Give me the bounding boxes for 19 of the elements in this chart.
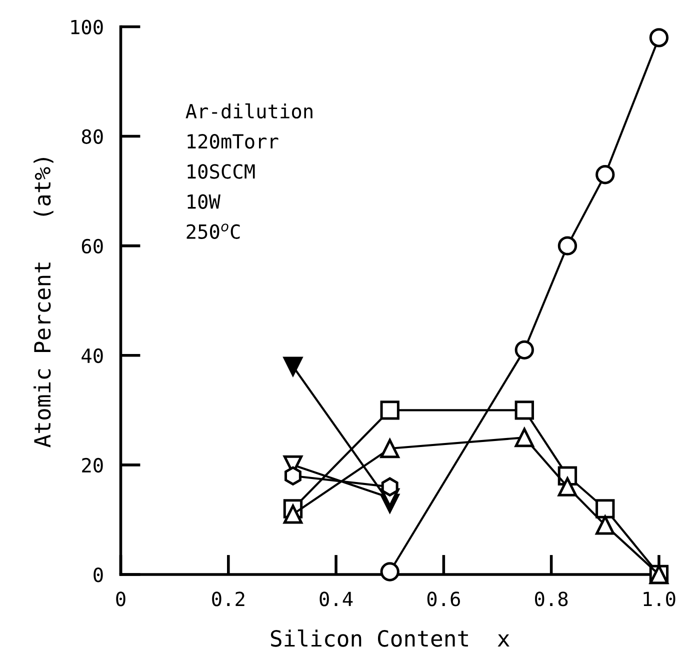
y-tick-label: 60 xyxy=(82,238,103,254)
x-axis-title: Silicon Content x xyxy=(270,630,510,647)
x-tick-label: 0.6 xyxy=(427,592,460,606)
y-tick-label: 100 xyxy=(71,20,103,34)
annotation: 250$^{o}$C xyxy=(186,224,240,239)
x-tick-label: 0 xyxy=(116,592,126,606)
y-axis-title: Atomic Percent (at%) xyxy=(34,158,54,448)
y-tick-label: 80 xyxy=(82,129,103,144)
y-tick-label: 0 xyxy=(94,567,103,582)
x-tick-label: 0.4 xyxy=(320,592,353,606)
annotation: 10W xyxy=(188,194,220,209)
y-tick-label: 20 xyxy=(82,458,103,473)
y-tick-label: 40 xyxy=(82,348,103,364)
annotation: 120mTorr xyxy=(188,134,278,149)
annotation: Ar-dilution xyxy=(186,103,312,119)
x-tick-label: 1.0 xyxy=(644,592,676,606)
x-tick-label: 0.2 xyxy=(212,592,244,606)
x-tick-label: 0.8 xyxy=(535,592,568,606)
annotation: 10SCCM xyxy=(188,164,255,179)
